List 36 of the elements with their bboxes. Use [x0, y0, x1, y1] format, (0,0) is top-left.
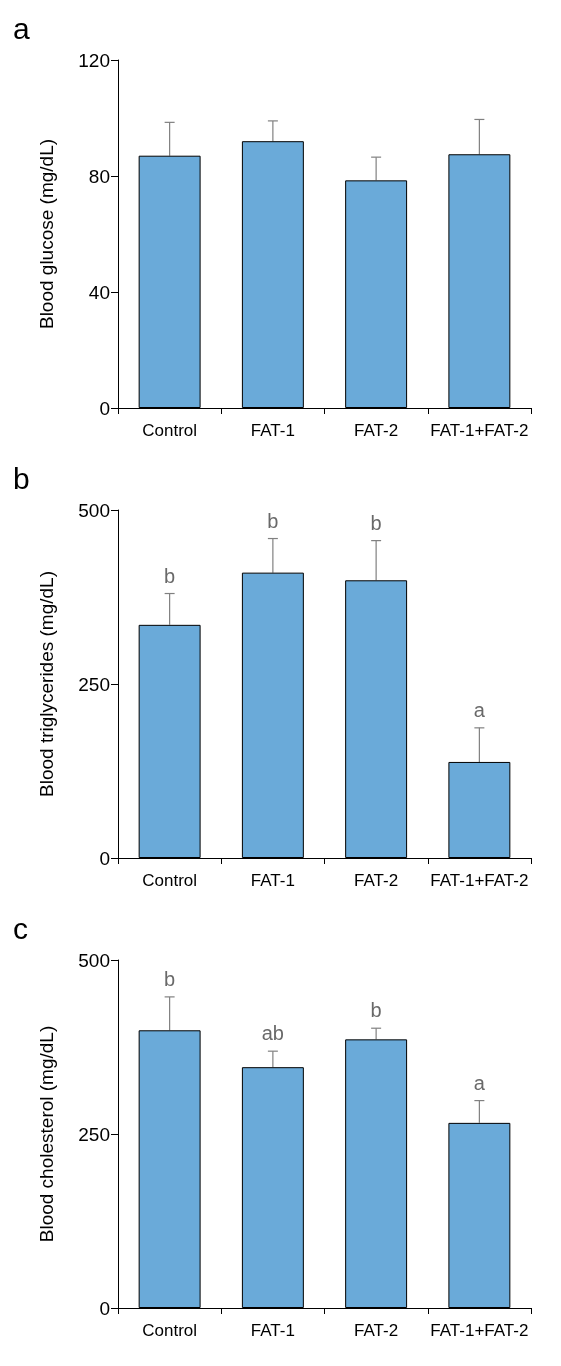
- y-tick-label: 250: [78, 673, 110, 695]
- y-tick-label: 80: [88, 165, 110, 187]
- y-tick-label: 250: [78, 1123, 110, 1145]
- chart-title: a: [13, 11, 30, 45]
- x-tick-label: FAT-2: [354, 1321, 399, 1340]
- y-axis-title: Blood glucose (mg/dL): [36, 138, 57, 330]
- y-axis-title: Blood triglycerides (mg/dL): [36, 571, 57, 797]
- y-tick-label: 500: [78, 949, 110, 971]
- y-axis-title: Blood cholesterol (mg/dL): [36, 1025, 57, 1243]
- x-tick-label: FAT-1+FAT-2: [430, 871, 529, 890]
- x-tick-label: Control: [142, 871, 198, 890]
- x-tick-label: FAT-1: [250, 421, 295, 440]
- y-tick-label: 120: [78, 49, 110, 71]
- annotation: b: [267, 509, 279, 532]
- x-tick-label: FAT-1+FAT-2: [430, 421, 529, 440]
- y-tick-label: 500: [78, 499, 110, 521]
- x-tick-label: FAT-1+FAT-2: [430, 1321, 529, 1340]
- x-tick-label: FAT-1: [250, 1321, 295, 1340]
- x-tick-label: FAT-2: [354, 421, 399, 440]
- y-tick-label: 0: [99, 847, 110, 869]
- annotation: b: [370, 999, 382, 1022]
- y-tick-label: 0: [99, 1297, 110, 1319]
- chart-title: b: [13, 461, 30, 495]
- annotation: b: [370, 511, 382, 534]
- annotation: a: [473, 1071, 486, 1094]
- annotation: ab: [261, 1022, 284, 1045]
- y-tick-label: 40: [88, 281, 110, 303]
- annotation: b: [164, 564, 176, 587]
- x-tick-label: FAT-1: [250, 871, 295, 890]
- x-tick-label: Control: [142, 421, 198, 440]
- annotation: a: [473, 698, 486, 721]
- chart-title: c: [13, 911, 28, 945]
- x-tick-label: FAT-2: [354, 871, 399, 890]
- y-tick-label: 0: [99, 397, 110, 419]
- annotation: b: [164, 967, 176, 990]
- x-tick-label: Control: [142, 1321, 198, 1340]
